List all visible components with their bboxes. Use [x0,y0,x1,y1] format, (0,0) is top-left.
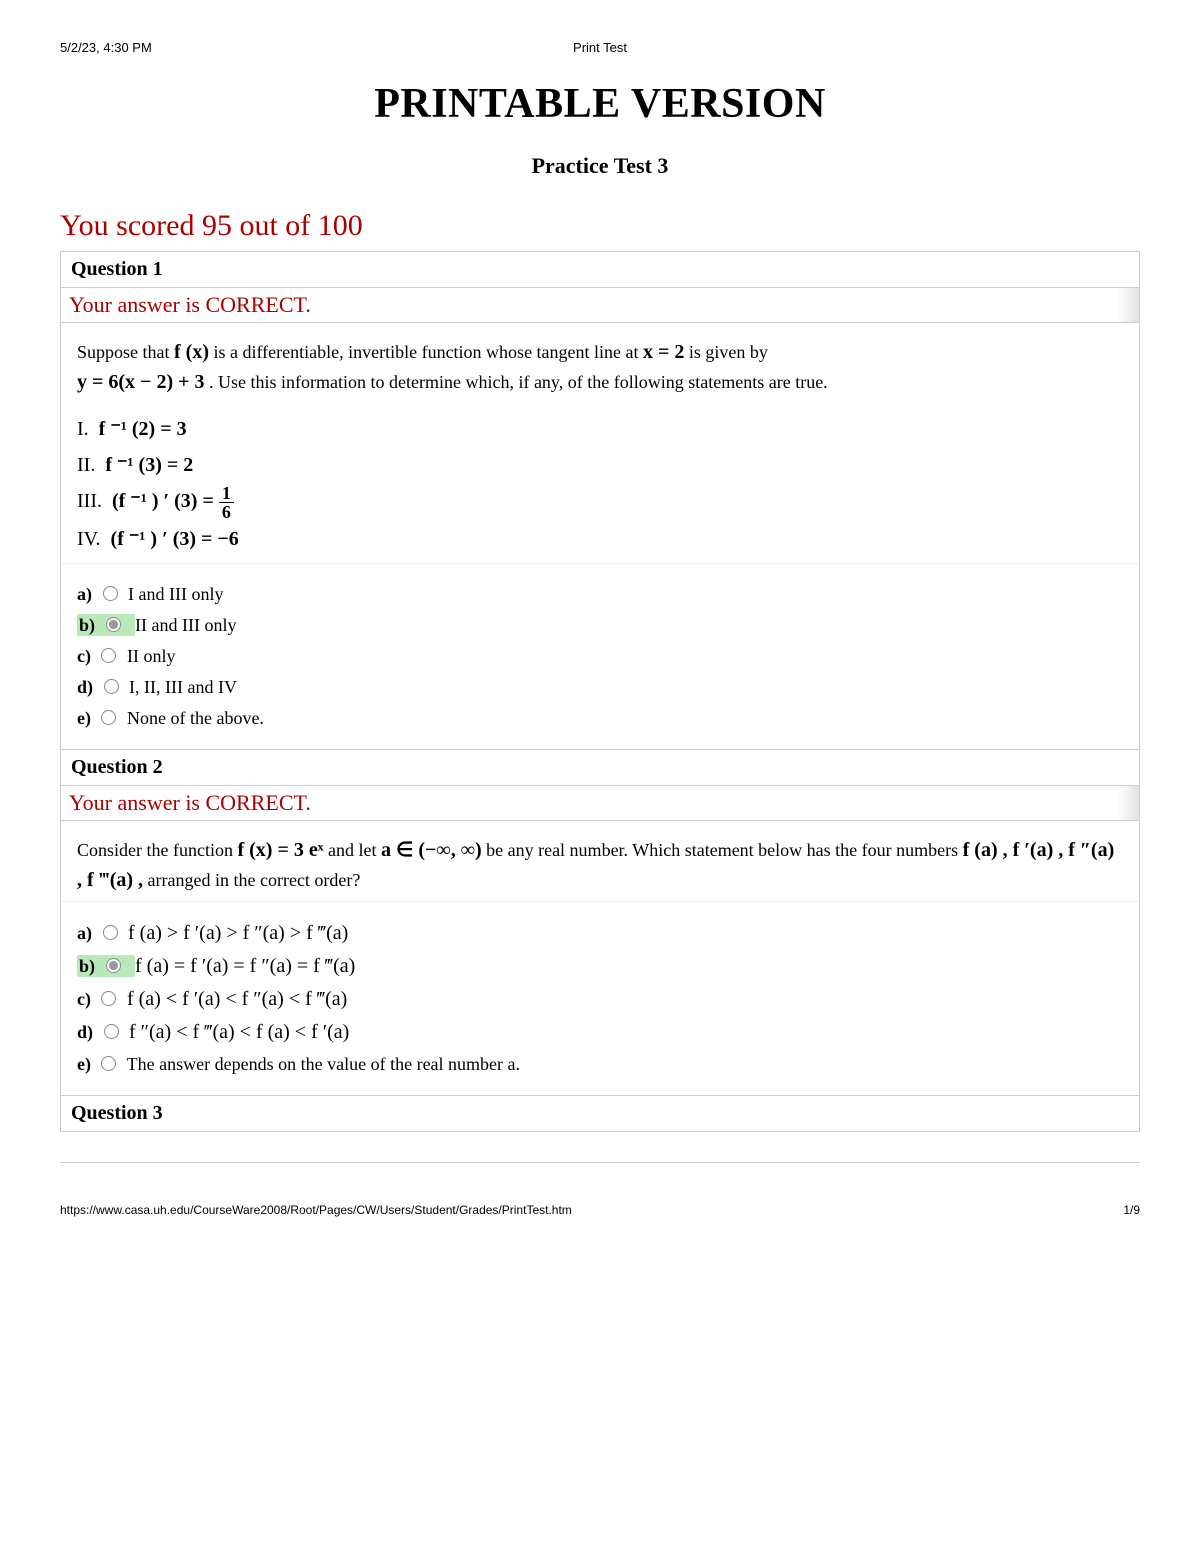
choice-text: I and III only [128,584,223,604]
selected-highlight: b) [77,955,135,977]
main-title: PRINTABLE VERSION [60,80,1140,128]
score-text: You scored 95 out of 100 [60,209,1140,243]
prompt-text: Consider the function [77,840,237,860]
choice-letter: b) [79,615,95,635]
prompt-text: and let [328,840,381,860]
radio-icon[interactable] [101,648,116,663]
math-x2: x = 2 [643,341,684,363]
choice-letter: a) [77,923,92,943]
prompt-text: is given by [689,342,768,362]
choice-text: f (a) = f ′(a) = f ″(a) = f ‴(a) [135,955,355,977]
radio-icon[interactable] [101,991,116,1006]
statement-row: I. f ⁻¹ (2) = 3 [77,411,1123,447]
question-block: Question 1 Your answer is CORRECT. Suppo… [60,251,1140,1132]
choices-list: a) I and III only b) II and III only c) … [61,564,1139,749]
stmt-math: (f ⁻¹ ) ′ (3) = [112,490,219,512]
choice-letter: c) [77,646,91,666]
print-title-small: Print Test [573,40,627,55]
question-header: Question 2 [61,749,1139,786]
math-fx: f (x) [174,341,209,363]
question-body: Suppose that f (x) is a differentiable, … [61,323,1139,564]
subtitle: Practice Test 3 [60,153,1140,179]
fraction-num: 1 [219,484,234,503]
radio-icon[interactable] [104,1024,119,1039]
choice-text: II only [127,646,176,666]
answer-feedback: Your answer is CORRECT. [61,288,1139,323]
radio-icon[interactable] [106,958,121,973]
statement-row: II. f ⁻¹ (3) = 2 [77,447,1123,483]
stmt-label: II. [77,454,95,476]
choice-row: e) The answer depends on the value of th… [77,1054,1123,1075]
answer-feedback: Your answer is CORRECT. [61,786,1139,821]
math-domain: a ∈ (−∞, ∞) [381,839,482,861]
choice-letter: d) [77,677,93,697]
radio-icon[interactable] [101,1056,116,1071]
statements-list: I. f ⁻¹ (2) = 3 II. f ⁻¹ (3) = 2 III. (f… [77,411,1123,557]
selected-highlight: b) [77,614,135,636]
choice-row: a) I and III only [77,584,1123,605]
choice-row: c) II only [77,646,1123,667]
fraction: 1 6 [219,484,234,521]
radio-icon[interactable] [103,925,118,940]
prompt-text: be any real number. Which statement belo… [486,840,963,860]
choice-text: II and III only [135,615,236,635]
choice-letter: b) [79,956,95,976]
choice-letter: d) [77,1022,93,1042]
stmt-math: f ⁻¹ (2) = 3 [99,418,187,440]
print-date: 5/2/23, 4:30 PM [60,40,152,55]
radio-icon[interactable] [101,710,116,725]
prompt-text: . Use this information to determine whic… [209,372,828,392]
fraction-den: 6 [219,503,234,521]
stmt-math: (f ⁻¹ ) ′ (3) = −6 [111,528,239,550]
choice-text: None of the above. [127,708,264,728]
stmt-math: f ⁻¹ (3) = 2 [105,454,193,476]
stmt-label: IV. [77,528,101,550]
statement-row: III. (f ⁻¹ ) ′ (3) = 1 6 [77,483,1123,521]
stmt-label: III. [77,490,102,512]
choice-row: b) II and III only [77,615,1123,636]
choice-row: d) I, II, III and IV [77,677,1123,698]
footer-page: 1/9 [1123,1203,1140,1217]
choice-row: d) f ″(a) < f ‴(a) < f (a) < f ′(a) [77,1021,1123,1044]
choice-text: f (a) < f ′(a) < f ″(a) < f ‴(a) [127,988,347,1010]
choice-letter: e) [77,1054,91,1074]
choice-letter: a) [77,584,92,604]
math-tangent: y = 6(x − 2) + 3 [77,371,205,393]
question-header: Question 3 [61,1095,1139,1131]
choice-text: The answer depends on the value of the r… [127,1054,520,1074]
choice-letter: c) [77,989,91,1009]
choice-row: e) None of the above. [77,708,1123,729]
prompt-text: is a differentiable, invertible function… [213,342,643,362]
radio-icon[interactable] [104,679,119,694]
prompt-text: Suppose that [77,342,174,362]
choice-text: I, II, III and IV [129,677,237,697]
print-footer: https://www.casa.uh.edu/CourseWare2008/R… [60,1203,1140,1217]
question-header: Question 1 [61,252,1139,288]
footer-divider [60,1162,1140,1163]
choice-letter: e) [77,708,91,728]
math-fx: f (x) = 3 eˣ [237,839,323,861]
radio-icon[interactable] [106,617,121,632]
stmt-label: I. [77,418,89,440]
print-header: 5/2/23, 4:30 PM Print Test [60,40,1140,55]
choice-row: b) f (a) = f ′(a) = f ″(a) = f ‴(a) [77,955,1123,978]
radio-icon[interactable] [103,586,118,601]
prompt-text: arranged in the correct order? [148,870,361,890]
question-body: Consider the function f (x) = 3 eˣ and l… [61,821,1139,902]
choice-row: c) f (a) < f ′(a) < f ″(a) < f ‴(a) [77,988,1123,1011]
choice-text: f (a) > f ′(a) > f ″(a) > f ‴(a) [128,922,348,944]
statement-row: IV. (f ⁻¹ ) ′ (3) = −6 [77,521,1123,557]
choice-row: a) f (a) > f ′(a) > f ″(a) > f ‴(a) [77,922,1123,945]
choices-list: a) f (a) > f ′(a) > f ″(a) > f ‴(a) b) f… [61,902,1139,1095]
choice-text: f ″(a) < f ‴(a) < f (a) < f ′(a) [129,1021,349,1043]
footer-url: https://www.casa.uh.edu/CourseWare2008/R… [60,1203,572,1217]
